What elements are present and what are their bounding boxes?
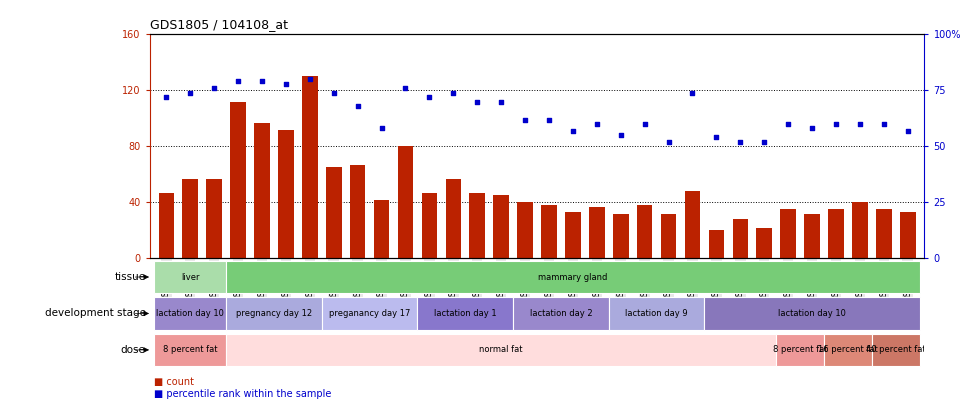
- Point: [517, 116, 533, 123]
- Point: [493, 98, 509, 105]
- Bar: [469, 193, 485, 258]
- Text: lactation day 1: lactation day 1: [434, 309, 497, 318]
- Bar: [302, 77, 317, 258]
- Text: preganancy day 17: preganancy day 17: [329, 309, 410, 318]
- Text: lactation day 9: lactation day 9: [625, 309, 688, 318]
- Text: lactation day 2: lactation day 2: [530, 309, 593, 318]
- Text: mammary gland: mammary gland: [538, 273, 608, 281]
- Point: [708, 134, 724, 141]
- Point: [565, 128, 581, 134]
- Text: tissue: tissue: [115, 272, 146, 282]
- Bar: [900, 212, 916, 258]
- Bar: [828, 209, 843, 258]
- Bar: [182, 179, 198, 258]
- Bar: [321, 297, 418, 330]
- Bar: [732, 219, 748, 258]
- Bar: [871, 334, 920, 366]
- Text: ■ percentile rank within the sample: ■ percentile rank within the sample: [154, 389, 332, 399]
- Point: [637, 121, 652, 127]
- Bar: [373, 200, 389, 258]
- Bar: [804, 213, 820, 258]
- Text: pregnancy day 12: pregnancy day 12: [235, 309, 312, 318]
- Point: [302, 76, 317, 83]
- Bar: [154, 261, 226, 293]
- Text: normal fat: normal fat: [480, 345, 523, 354]
- Bar: [876, 209, 892, 258]
- Point: [876, 121, 892, 127]
- Point: [613, 132, 628, 139]
- Text: 16 percent fat: 16 percent fat: [818, 345, 878, 354]
- Bar: [418, 297, 513, 330]
- Point: [446, 90, 461, 96]
- Point: [757, 139, 772, 145]
- Bar: [446, 179, 461, 258]
- Bar: [254, 123, 270, 258]
- Bar: [226, 297, 321, 330]
- Point: [254, 78, 269, 85]
- Bar: [824, 334, 871, 366]
- Text: development stage: development stage: [44, 309, 146, 318]
- Point: [350, 103, 366, 109]
- Bar: [226, 334, 776, 366]
- Bar: [517, 202, 533, 258]
- Bar: [422, 193, 437, 258]
- Point: [661, 139, 676, 145]
- Point: [900, 128, 916, 134]
- Point: [278, 81, 293, 87]
- Bar: [757, 228, 772, 258]
- Text: GDS1805 / 104108_at: GDS1805 / 104108_at: [150, 18, 288, 31]
- Bar: [776, 334, 824, 366]
- Point: [541, 116, 557, 123]
- Bar: [278, 130, 293, 258]
- Bar: [781, 209, 796, 258]
- Point: [781, 121, 796, 127]
- Bar: [613, 213, 628, 258]
- Bar: [852, 202, 868, 258]
- Text: lactation day 10: lactation day 10: [778, 309, 846, 318]
- Point: [470, 98, 485, 105]
- Text: ■ count: ■ count: [154, 377, 194, 387]
- Point: [685, 90, 701, 96]
- Text: lactation day 10: lactation day 10: [156, 309, 224, 318]
- Bar: [609, 297, 704, 330]
- Bar: [154, 297, 226, 330]
- Bar: [154, 334, 226, 366]
- Point: [158, 94, 174, 100]
- Text: liver: liver: [181, 273, 200, 281]
- Bar: [565, 212, 581, 258]
- Point: [231, 78, 246, 85]
- Point: [852, 121, 868, 127]
- Bar: [637, 205, 652, 258]
- Bar: [231, 102, 246, 258]
- Bar: [350, 164, 366, 258]
- Point: [828, 121, 843, 127]
- Bar: [493, 195, 509, 258]
- Bar: [704, 297, 920, 330]
- Bar: [513, 297, 609, 330]
- Bar: [685, 191, 701, 258]
- Point: [207, 85, 222, 92]
- Text: 8 percent fat: 8 percent fat: [163, 345, 217, 354]
- Bar: [226, 261, 920, 293]
- Point: [805, 125, 820, 132]
- Text: 40 percent fat: 40 percent fat: [866, 345, 925, 354]
- Point: [732, 139, 748, 145]
- Bar: [207, 179, 222, 258]
- Bar: [158, 193, 174, 258]
- Text: 8 percent fat: 8 percent fat: [773, 345, 827, 354]
- Point: [182, 90, 198, 96]
- Bar: [589, 207, 605, 258]
- Text: dose: dose: [121, 345, 146, 355]
- Point: [589, 121, 604, 127]
- Bar: [541, 205, 557, 258]
- Bar: [326, 167, 342, 258]
- Point: [373, 125, 389, 132]
- Bar: [398, 147, 413, 258]
- Bar: [661, 213, 676, 258]
- Point: [398, 85, 413, 92]
- Bar: [708, 230, 724, 258]
- Point: [422, 94, 437, 100]
- Point: [326, 90, 342, 96]
